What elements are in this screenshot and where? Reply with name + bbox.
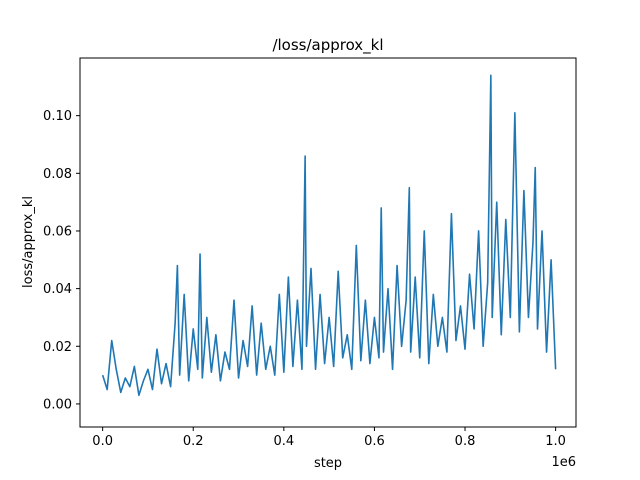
- x-tick-label: 0.2: [183, 434, 204, 449]
- chart-title: /loss/approx_kl: [272, 36, 383, 55]
- y-tick-label: 0.08: [43, 167, 72, 182]
- x-tick-label: 0.8: [455, 434, 476, 449]
- x-axis-label: step: [314, 456, 342, 471]
- y-tick-label: 0.04: [43, 282, 72, 297]
- y-tick-label: 0.00: [43, 397, 72, 412]
- y-axis: 0.00 0.02 0.04 0.06 0.08 0.10: [43, 109, 80, 412]
- y-tick-label: 0.06: [43, 224, 72, 239]
- y-tick-label: 0.02: [43, 340, 72, 355]
- y-axis-label: loss/approx_kl: [21, 196, 36, 288]
- x-axis-multiplier: 1e6: [551, 455, 576, 470]
- y-tick-label: 0.10: [43, 109, 72, 124]
- x-tick-label: 0.4: [273, 434, 294, 449]
- x-tick-label: 0.0: [92, 434, 113, 449]
- plot-frame: [79, 57, 577, 428]
- x-tick-label: 0.6: [364, 434, 385, 449]
- x-tick-label: 1.0: [545, 434, 566, 449]
- series-line: [101, 74, 557, 397]
- series-layer: [101, 74, 557, 397]
- x-axis: 0.0 0.2 0.4 0.6 0.8 1.0: [92, 427, 566, 449]
